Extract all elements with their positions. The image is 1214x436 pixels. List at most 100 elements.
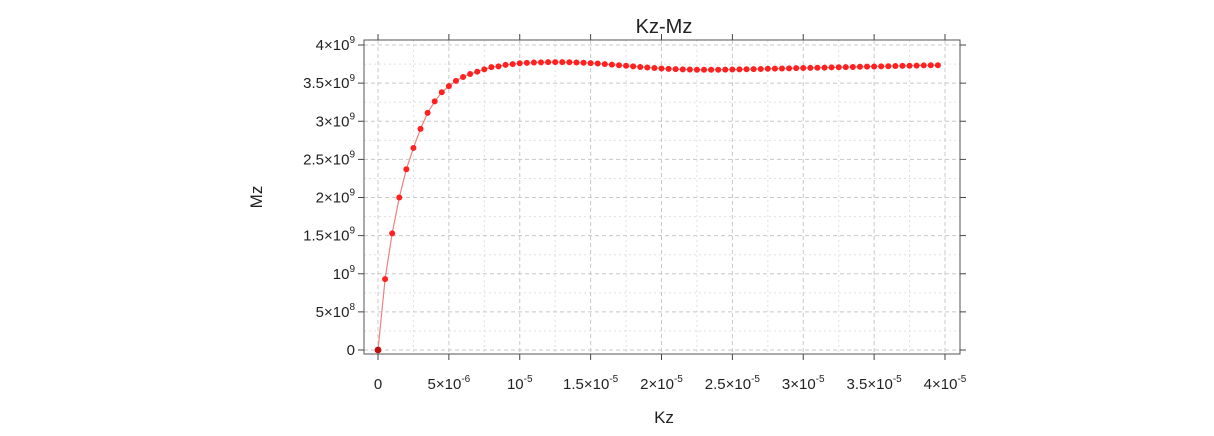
- data-point: [460, 74, 467, 81]
- y-tick-label: 0: [347, 342, 355, 359]
- data-point: [750, 66, 757, 73]
- data-point: [807, 64, 814, 71]
- data-point: [885, 63, 892, 70]
- data-point: [722, 66, 729, 73]
- data-point: [559, 59, 566, 66]
- data-point: [495, 63, 502, 70]
- data-point: [608, 61, 615, 68]
- data-point: [601, 61, 608, 68]
- data-point: [899, 62, 906, 69]
- data-point: [374, 346, 382, 354]
- data-point: [778, 65, 785, 72]
- data-point: [892, 63, 899, 70]
- data-point: [594, 60, 601, 67]
- y-tick-label: 3×109: [316, 111, 356, 130]
- x-tick-label: 3.5×10-5: [847, 374, 903, 393]
- data-point: [828, 64, 835, 71]
- y-tick-label: 4×109: [316, 35, 356, 54]
- data-point: [871, 63, 878, 70]
- data-point: [580, 59, 587, 66]
- data-point: [821, 64, 828, 71]
- data-point: [800, 65, 807, 72]
- data-point: [615, 62, 622, 69]
- data-point: [814, 64, 821, 71]
- data-point: [672, 66, 679, 73]
- chart-title: Kz-Mz: [636, 16, 693, 38]
- data-point: [630, 63, 637, 70]
- data-point: [382, 276, 389, 283]
- data-point: [417, 125, 424, 132]
- grid: [364, 40, 960, 354]
- data-point: [587, 60, 594, 67]
- data-point: [658, 65, 665, 72]
- data-point: [644, 64, 651, 71]
- data-point: [764, 65, 771, 72]
- y-tick-labels: 0 5×108 109 1.5×109 2×109 2.5×109 3×109 3.5×109…: [303, 35, 355, 359]
- y-tick-label: 5×108: [316, 302, 356, 321]
- x-tick-label: 2×10-5: [640, 374, 683, 393]
- data-point: [573, 59, 580, 66]
- data-point: [623, 62, 630, 69]
- data-point: [410, 144, 417, 151]
- data-point: [757, 65, 764, 72]
- y-tick-label: 3.5×109: [303, 73, 355, 92]
- data-point: [552, 59, 559, 66]
- y-axis-title: Mz: [247, 186, 266, 209]
- data-point: [920, 62, 927, 69]
- y-tick-label: 2.5×109: [303, 149, 355, 168]
- data-point: [715, 66, 722, 73]
- data-point: [864, 63, 871, 70]
- x-tick-label: 5×10-6: [428, 374, 471, 393]
- data-point: [856, 63, 863, 70]
- x-tick-label: 10-5: [507, 374, 533, 393]
- data-point: [438, 89, 445, 96]
- x-tick-label: 4×10-5: [924, 374, 967, 393]
- data-point: [424, 109, 431, 116]
- data-point: [665, 65, 672, 72]
- y-tick-label: 1.5×109: [303, 226, 355, 245]
- data-point: [389, 230, 396, 237]
- data-point: [913, 62, 920, 69]
- data-point: [516, 60, 523, 67]
- data-point: [679, 66, 686, 73]
- data-point: [481, 66, 488, 73]
- data-point: [452, 77, 459, 84]
- data-point: [474, 68, 481, 75]
- data-point: [396, 194, 403, 201]
- data-point: [701, 66, 708, 73]
- series-line: [377, 61, 938, 351]
- data-point: [637, 63, 644, 70]
- y-tick-label: 2×109: [316, 188, 356, 207]
- data-point: [686, 66, 693, 73]
- data-point: [927, 62, 934, 69]
- data-point: [651, 65, 658, 72]
- data-point: [502, 61, 509, 68]
- data-point: [934, 62, 941, 69]
- data-point: [835, 64, 842, 71]
- data-point: [467, 70, 474, 77]
- data-point: [849, 63, 856, 70]
- y-tick-label: 109: [333, 264, 356, 283]
- data-point: [538, 59, 545, 66]
- data-point: [693, 66, 700, 73]
- data-point: [736, 66, 743, 73]
- x-axis-title: Kz: [654, 408, 674, 427]
- x-tick-label: 1.5×10-5: [563, 374, 619, 393]
- data-point: [729, 66, 736, 73]
- data-point: [878, 63, 885, 70]
- x-tick-label: 0: [374, 376, 382, 393]
- data-point: [566, 59, 573, 66]
- data-point: [431, 98, 438, 105]
- data-point: [793, 65, 800, 72]
- data-point: [743, 66, 750, 73]
- data-point: [906, 62, 913, 69]
- x-tick-label: 2.5×10-5: [705, 374, 761, 393]
- data-point: [445, 83, 452, 90]
- data-point: [771, 65, 778, 72]
- axis-ticks: [358, 34, 966, 360]
- x-tick-label: 3×10-5: [782, 374, 825, 393]
- data-point: [708, 66, 715, 73]
- x-tick-labels: 0 5×10-6 10-5 1.5×10-5 2×10-5 2.5×10-5 3×10-5 3…: [374, 374, 967, 393]
